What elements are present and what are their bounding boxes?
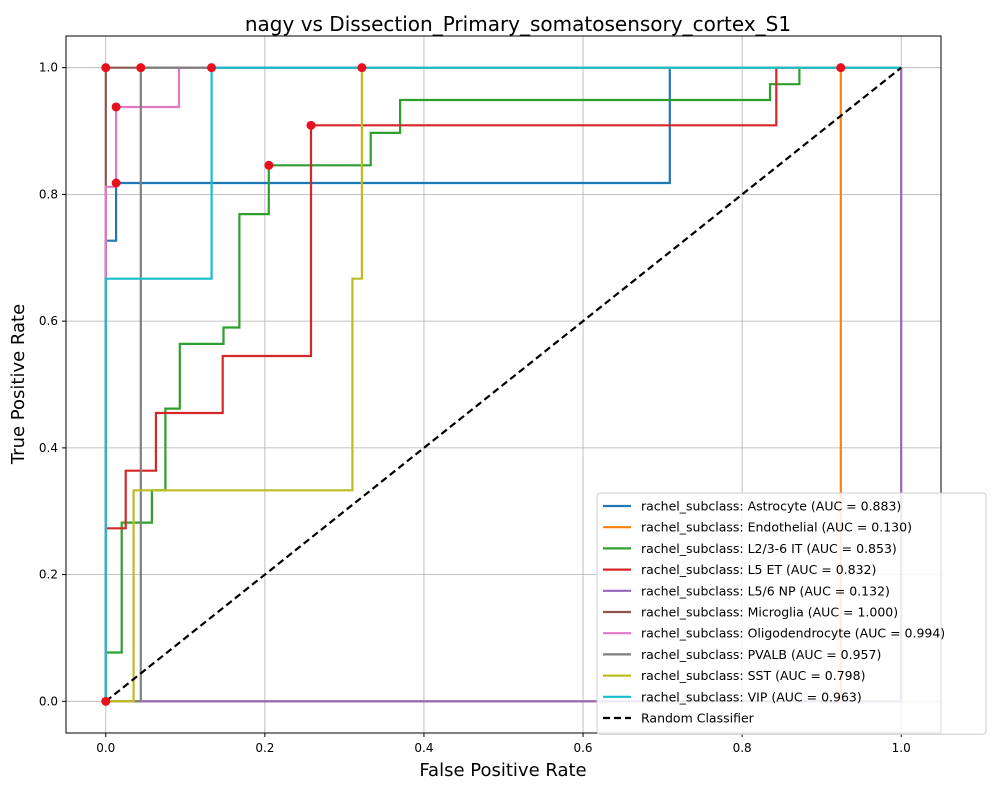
roc-point [207, 63, 217, 73]
grid-lines [66, 36, 941, 733]
y-tick-label: 0.8 [39, 187, 58, 201]
y-tick-label: 0.4 [39, 441, 58, 455]
x-tick-label: 0.4 [414, 741, 433, 755]
series-line-2 [104, 66, 902, 702]
x-tick-label: 1.0 [892, 741, 911, 755]
roc-point [101, 696, 111, 706]
plot-frame [65, 35, 942, 734]
roc-point [101, 63, 111, 73]
roc-point [836, 63, 846, 73]
legend-label: rachel_subclass: L2/3-6 IT (AUC = 0.853) [641, 541, 897, 556]
legend-label: rachel_subclass: PVALB (AUC = 0.957) [641, 647, 881, 662]
x-axis-ticks: 0.0 0.2 0.4 0.6 0.8 1.0 [96, 733, 911, 755]
series-line-8 [105, 66, 902, 703]
series-line-10 [105, 66, 902, 703]
roc-point [111, 178, 121, 188]
roc-point [111, 102, 121, 112]
legend-label: rachel_subclass: Microglia (AUC = 1.000) [641, 605, 898, 620]
roc-point [264, 160, 274, 170]
roc-point [306, 120, 316, 130]
x-tick-label: 0.6 [573, 741, 592, 755]
legend-label: rachel_subclass: L5/6 NP (AUC = 0.132) [641, 583, 890, 598]
legend-label: rachel_subclass: Oligodendrocyte (AUC = … [641, 626, 945, 641]
legend: rachel_subclass: Astrocyte (AUC = 0.883)… [596, 492, 987, 735]
legend-label: rachel_subclass: Astrocyte (AUC = 0.883) [641, 499, 901, 514]
series-line-3 [104, 66, 902, 702]
legend-label: Random Classifier [641, 711, 755, 726]
x-axis-label: False Positive Rate [419, 760, 586, 781]
legend-label: rachel_subclass: SST (AUC = 0.798) [641, 668, 865, 683]
x-tick-label: 0.0 [96, 741, 115, 755]
series-line-9 [104, 66, 902, 702]
y-tick-label: 1.0 [39, 61, 58, 75]
x-tick-label: 0.8 [733, 741, 752, 755]
y-tick-label: 0.2 [39, 568, 58, 582]
y-tick-label: 0.6 [39, 314, 58, 328]
legend-box [596, 492, 987, 735]
y-axis-label: True Positive Rate [8, 304, 29, 465]
x-tick-label: 0.2 [255, 741, 274, 755]
legend-label: rachel_subclass: Endothelial (AUC = 0.13… [641, 520, 912, 535]
legend-label: rachel_subclass: L5 ET (AUC = 0.832) [641, 562, 876, 577]
roc-point [136, 63, 146, 73]
legend-label: rachel_subclass: VIP (AUC = 0.963) [641, 689, 862, 704]
roc-point [357, 63, 367, 73]
y-axis-ticks: 0.0 0.2 0.4 0.6 0.8 1.0 [39, 61, 66, 708]
y-tick-label: 0.0 [39, 694, 58, 708]
chart-title: nagy vs Dissection_Primary_somatosensory… [245, 12, 791, 36]
points-group [101, 63, 846, 706]
